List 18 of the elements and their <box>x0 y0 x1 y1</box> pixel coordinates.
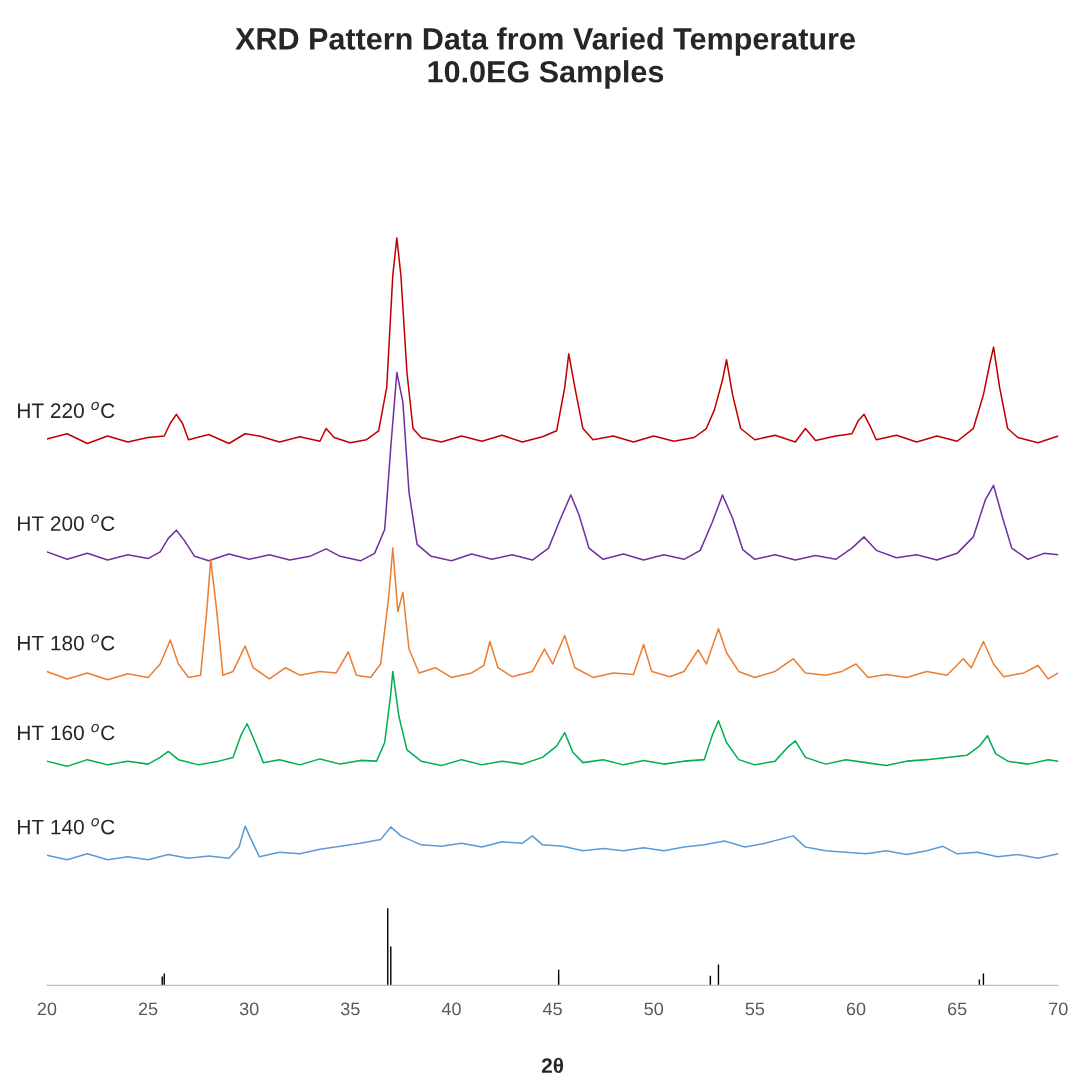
series-label: HT 160 $^{o}$C <box>18 723 115 741</box>
chart-title: XRD Pattern Data from Varied Temperature 10.0EG Samples <box>235 27 855 89</box>
x-tick-label: 35 <box>340 1002 360 1016</box>
series-label: HT 220 $^{o}$C <box>18 401 115 419</box>
series-label: HT 180 $^{o}$C <box>18 634 115 651</box>
x-axis-title: 2θ <box>541 1057 564 1074</box>
x-tick-label: 70 <box>1049 1002 1068 1016</box>
x-tick-label: 45 <box>542 1002 562 1016</box>
x-tick-label: 65 <box>948 1002 967 1016</box>
x-tick-label: 55 <box>745 1002 765 1016</box>
series-label: HT 200 $^{o}$C <box>18 514 115 531</box>
x-tick-label: 25 <box>138 1002 158 1016</box>
x-tick-label: 30 <box>239 1002 259 1016</box>
series-label: HT 140 $^{o}$C <box>18 818 115 835</box>
x-tick-label: 40 <box>441 1002 461 1016</box>
x-tick-label: 20 <box>37 1002 57 1016</box>
x-tick-label: 60 <box>846 1002 866 1016</box>
x-tick-label: 50 <box>644 1002 664 1016</box>
